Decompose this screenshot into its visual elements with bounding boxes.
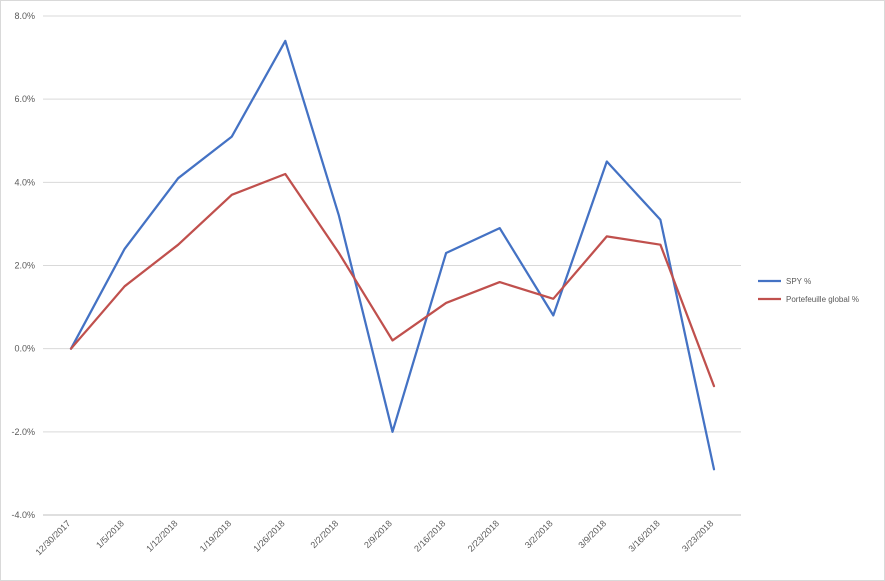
x-tick-label: 3/2/2018 [523,518,555,550]
gridlines [43,15,741,516]
y-tick-label: 4.0% [14,177,35,187]
x-axis-tick-labels: 12/30/2017 1/5/2018 1/12/2018 1/19/2018 1/26… [33,518,715,557]
series-line-2 [69,172,716,388]
y-tick-label: -2.0% [11,427,35,437]
y-tick-label: 8.0% [14,11,35,21]
x-tick-label: 2/23/2018 [466,518,501,553]
y-tick-label: 2.0% [14,261,35,271]
legend-label: Portefeuille global % [786,295,859,304]
series-line-1 [69,39,716,471]
x-tick-label: 2/9/2018 [362,518,394,550]
x-tick-label: 1/19/2018 [198,518,233,553]
series-lines [69,39,716,471]
x-tick-label: 2/16/2018 [412,518,447,553]
x-tick-label: 3/16/2018 [626,518,661,553]
x-tick-label: 1/12/2018 [144,518,179,553]
y-tick-label: 0.0% [14,344,35,354]
y-axis-tick-labels: 8.0% 6.0% 4.0% 2.0% 0.0% -2.0% -4.0% [11,11,35,520]
legend: SPY % Portefeuille global % [758,277,859,304]
x-tick-label: 3/23/2018 [680,518,715,553]
x-tick-label: 1/5/2018 [94,518,126,550]
y-tick-label: 6.0% [14,94,35,104]
x-tick-label: 1/26/2018 [251,518,286,553]
x-tick-label: 3/9/2018 [576,518,608,550]
x-tick-label: 2/2/2018 [308,518,340,550]
y-tick-label: -4.0% [11,510,35,520]
x-tick-label: 12/30/2017 [33,518,72,557]
legend-label: SPY % [786,277,811,286]
